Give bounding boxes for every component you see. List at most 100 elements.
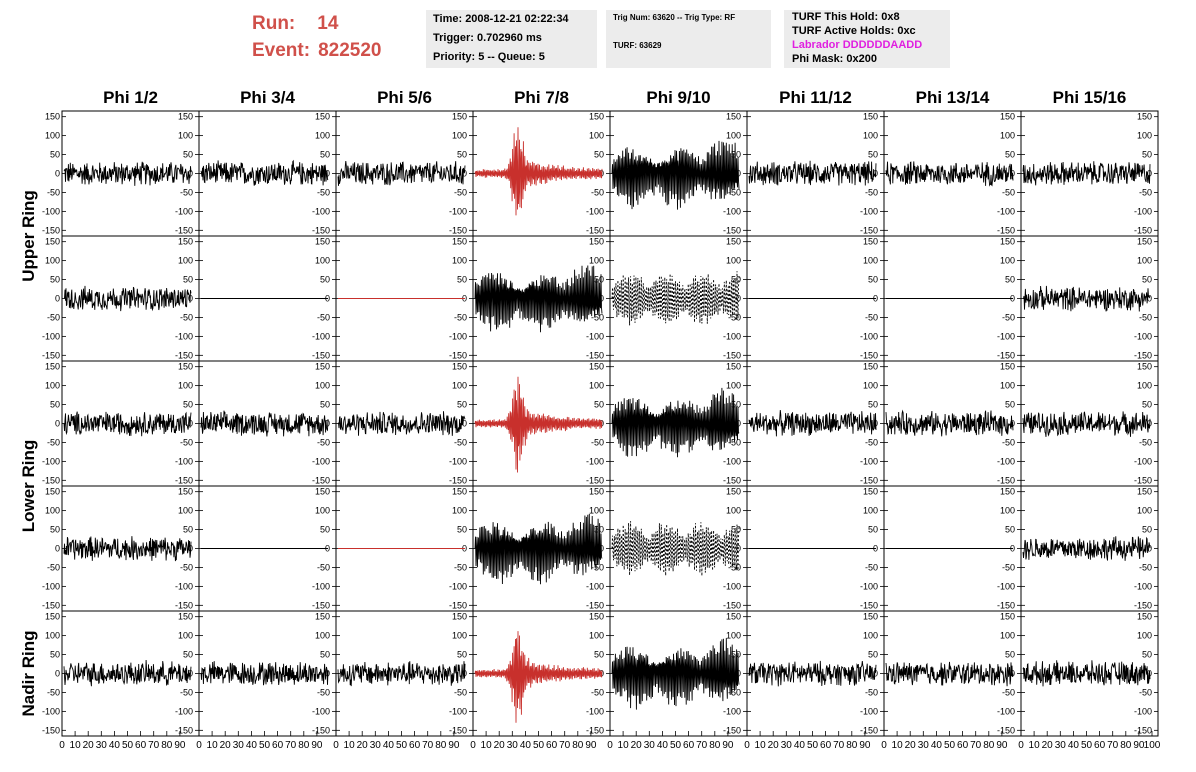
y-tick-label: 150 <box>452 487 467 497</box>
y-tick-label: -50 <box>1139 562 1152 572</box>
y-tick-label: -100 <box>312 456 330 466</box>
y-tick-label: 100 <box>178 631 193 641</box>
y-tick-label: -150 <box>860 350 878 360</box>
x-tick-label: 60 <box>546 740 558 751</box>
y-tick-label: 50 <box>868 150 878 160</box>
y-tick-label: 50 <box>868 400 878 410</box>
y-tick-label: 150 <box>315 237 330 247</box>
y-tick-label: -150 <box>42 475 60 485</box>
y-tick-label: -100 <box>1134 331 1152 341</box>
y-tick-label: -100 <box>723 331 741 341</box>
y-tick-label: 150 <box>45 112 60 122</box>
y-tick-label: 50 <box>50 650 60 660</box>
y-tick-label: -150 <box>723 600 741 610</box>
x-tick-label: 30 <box>507 740 519 751</box>
y-tick-label: -50 <box>728 437 741 447</box>
y-tick-label: 0 <box>873 669 878 679</box>
x-tick-label: 80 <box>709 740 721 751</box>
y-tick-label: 50 <box>731 650 741 660</box>
y-tick-label: 0 <box>462 169 467 179</box>
y-tick-label: 150 <box>452 237 467 247</box>
column-label-4: Phi 7/8 <box>514 88 569 107</box>
y-tick-label: 100 <box>45 631 60 641</box>
y-tick-label: 100 <box>1000 131 1015 141</box>
waveform-trace <box>63 161 192 186</box>
x-tick-label: 30 <box>781 740 793 751</box>
x-tick-label: 90 <box>859 740 871 751</box>
y-tick-label: -150 <box>997 475 1015 485</box>
y-tick-label: 150 <box>1137 362 1152 372</box>
y-tick-label: 100 <box>315 506 330 516</box>
x-tick-label: 20 <box>494 740 506 751</box>
y-tick-label: 150 <box>1000 362 1015 372</box>
y-tick-label: -50 <box>454 687 467 697</box>
x-tick-label: 60 <box>135 740 147 751</box>
y-tick-label: 50 <box>594 150 604 160</box>
x-tick-label: 0 <box>333 740 339 751</box>
x-tick-label: 80 <box>572 740 584 751</box>
y-tick-label: 50 <box>594 525 604 535</box>
y-tick-label: -50 <box>317 687 330 697</box>
y-tick-label: -150 <box>42 725 60 735</box>
x-tick-label: 10 <box>70 740 82 751</box>
y-tick-label: 150 <box>863 237 878 247</box>
y-tick-label: -150 <box>723 475 741 485</box>
y-tick-label: -100 <box>997 331 1015 341</box>
y-tick-label: 50 <box>457 650 467 660</box>
y-tick-label: 100 <box>589 631 604 641</box>
y-tick-label: 100 <box>863 631 878 641</box>
x-tick-label: 30 <box>644 740 656 751</box>
y-tick-label: -50 <box>728 187 741 197</box>
row-label-upper-ring: Upper Ring <box>19 190 38 282</box>
y-tick-label: -100 <box>586 581 604 591</box>
x-tick-label: 20 <box>1042 740 1054 751</box>
y-tick-label: -150 <box>312 350 330 360</box>
x-tick-label: 20 <box>83 740 95 751</box>
run-label: Run: <box>252 13 296 34</box>
y-tick-label: -100 <box>449 331 467 341</box>
y-tick-label: 150 <box>863 612 878 622</box>
y-tick-label: -150 <box>312 600 330 610</box>
y-tick-label: -100 <box>1134 706 1152 716</box>
y-tick-label: 100 <box>315 631 330 641</box>
y-tick-label: 0 <box>55 669 60 679</box>
y-tick-label: 100 <box>178 381 193 391</box>
y-tick-label: 150 <box>178 362 193 372</box>
y-tick-label: 150 <box>178 487 193 497</box>
y-tick-label: 0 <box>462 419 467 429</box>
x-tick-label: 90 <box>1133 740 1145 751</box>
waveform-trace <box>748 160 877 186</box>
y-tick-label: 50 <box>183 525 193 535</box>
y-tick-label: 150 <box>452 612 467 622</box>
x-tick-label: 60 <box>1094 740 1106 751</box>
y-tick-label: -50 <box>865 562 878 572</box>
y-tick-label: -150 <box>449 600 467 610</box>
waveform-trace <box>63 285 192 312</box>
x-tick-label: 50 <box>670 740 682 751</box>
turf-info-panel: TURF This Hold: 0x8 TURF Active Holds: 0… <box>784 10 950 68</box>
x-tick-label: 70 <box>1107 740 1119 751</box>
y-tick-label: -150 <box>175 600 193 610</box>
x-tick-label: 70 <box>148 740 160 751</box>
y-tick-label: 50 <box>50 275 60 285</box>
x-tick-label: 40 <box>794 740 806 751</box>
y-tick-label: 100 <box>452 256 467 266</box>
turf-hold-text: TURF This Hold: 0x8 <box>792 11 900 23</box>
y-tick-label: 100 <box>1000 631 1015 641</box>
y-tick-label: -150 <box>586 225 604 235</box>
y-tick-label: 100 <box>178 256 193 266</box>
waveform-trace <box>611 387 740 458</box>
y-tick-label: 0 <box>736 294 741 304</box>
x-tick-label: 10 <box>618 740 630 751</box>
y-tick-label: -50 <box>591 312 604 322</box>
x-tick-label: 70 <box>970 740 982 751</box>
x-tick-label: 50 <box>122 740 134 751</box>
y-tick-label: -50 <box>728 687 741 697</box>
y-tick-label: 100 <box>178 506 193 516</box>
x-tick-label: 90 <box>585 740 597 751</box>
x-tick-label: 90 <box>448 740 460 751</box>
y-tick-label: 100 <box>863 506 878 516</box>
y-tick-label: 50 <box>50 150 60 160</box>
y-tick-label: 150 <box>726 112 741 122</box>
waveform-trace <box>474 265 603 333</box>
